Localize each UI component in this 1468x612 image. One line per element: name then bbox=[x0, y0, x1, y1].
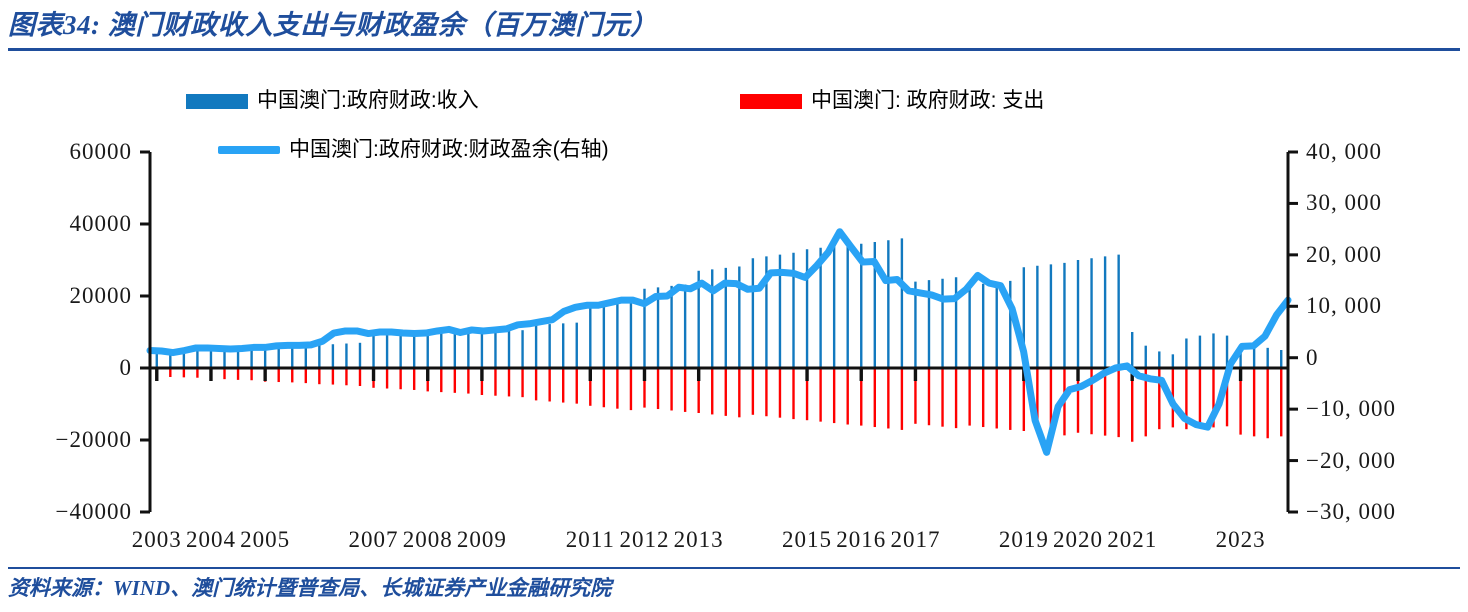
x-axis-tick-label: 2005 bbox=[240, 527, 291, 552]
right-axis-tick-label: 10, 000 bbox=[1306, 293, 1382, 319]
right-axis-tick-label: 30, 000 bbox=[1306, 190, 1382, 216]
x-axis-tick-label: 2003 bbox=[131, 527, 182, 552]
right-axis-tick-label: 20, 000 bbox=[1306, 241, 1382, 267]
right-axis-tick-label: −20, 000 bbox=[1306, 447, 1396, 473]
left-axis-tick-label: 60000 bbox=[69, 139, 132, 164]
footer-divider bbox=[8, 567, 1460, 569]
surplus-line bbox=[146, 228, 1292, 456]
x-axis-tick-label: 2017 bbox=[890, 527, 941, 552]
x-axis-tick-label: 2012 bbox=[619, 527, 670, 552]
x-axis-tick-label: 2011 bbox=[565, 527, 615, 552]
figure-header: 图表34: 澳门财政收入支出与财政盈余（百万澳门元） bbox=[8, 6, 1460, 51]
right-axis-tick-label: 0 bbox=[1306, 344, 1319, 370]
x-axis-tick-label: 2015 bbox=[782, 527, 833, 552]
x-axis-tick-label: 2007 bbox=[348, 527, 399, 552]
left-axis-tick-label: −20000 bbox=[55, 427, 132, 452]
left-axis-tick-label: 20000 bbox=[69, 283, 132, 308]
source-note: 资料来源：WIND、澳门统计暨普查局、长城证券产业金融研究院 bbox=[8, 576, 612, 600]
x-axis-tick-label: 2008 bbox=[402, 527, 453, 552]
left-axis-group bbox=[140, 150, 152, 514]
right-axis-tick-label: −30, 000 bbox=[1306, 499, 1396, 524]
page-title: 图表34: 澳门财政收入支出与财政盈余（百万澳门元） bbox=[8, 10, 658, 40]
x-axis-tick-label: 2004 bbox=[185, 527, 236, 552]
left-axis-tick-label: −40000 bbox=[55, 499, 132, 524]
x-axis-tick-label: 2023 bbox=[1215, 527, 1266, 552]
x-axis-tick-label: 2020 bbox=[1053, 527, 1103, 552]
right-axis-group bbox=[1286, 150, 1298, 514]
x-axis-tick-label: 2016 bbox=[836, 527, 887, 552]
revenue-bars-group bbox=[155, 238, 1283, 368]
header-divider bbox=[8, 48, 1460, 51]
right-axis-tick-label: −10, 000 bbox=[1306, 396, 1396, 422]
x-axis-tick-label: 2021 bbox=[1107, 527, 1158, 552]
left-axis-tick-label: 0 bbox=[119, 355, 132, 380]
expenditure-bars-group bbox=[155, 368, 1283, 442]
x-axis-tick-label: 2009 bbox=[456, 527, 507, 552]
x-axis-tick-label: 2019 bbox=[998, 527, 1049, 552]
left-axis-tick-label: 40000 bbox=[69, 211, 132, 236]
right-axis-tick-label: 40, 000 bbox=[1306, 139, 1382, 164]
x-axis-tick-label: 2013 bbox=[673, 527, 724, 552]
